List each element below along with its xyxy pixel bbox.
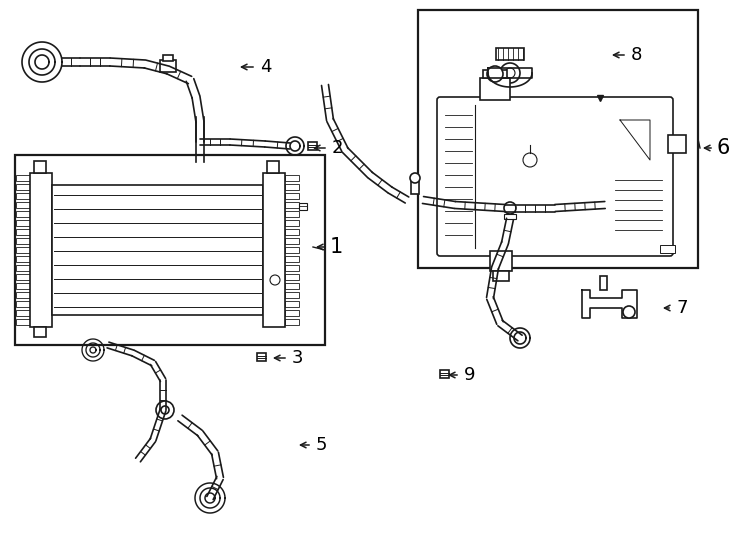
- Bar: [493, 271, 509, 281]
- Bar: [285, 283, 299, 289]
- Circle shape: [156, 401, 174, 419]
- Bar: [660, 245, 675, 253]
- Bar: [285, 256, 299, 262]
- Circle shape: [487, 66, 503, 82]
- Bar: [16, 292, 30, 298]
- Text: 7: 7: [676, 299, 688, 317]
- Text: 2: 2: [332, 139, 344, 157]
- Text: 8: 8: [631, 46, 642, 64]
- Circle shape: [270, 275, 280, 285]
- Text: 1: 1: [330, 237, 344, 257]
- Bar: [285, 202, 299, 208]
- Bar: [257, 353, 266, 361]
- Bar: [285, 292, 299, 298]
- Bar: [16, 265, 30, 271]
- Circle shape: [161, 406, 169, 414]
- Circle shape: [504, 202, 516, 214]
- Bar: [285, 229, 299, 235]
- Bar: [600, 276, 607, 290]
- Bar: [285, 238, 299, 244]
- FancyBboxPatch shape: [437, 97, 673, 256]
- Bar: [16, 211, 30, 217]
- Text: 3: 3: [292, 349, 303, 367]
- Bar: [267, 161, 279, 173]
- Circle shape: [500, 63, 520, 83]
- Bar: [285, 274, 299, 280]
- Bar: [16, 256, 30, 262]
- Bar: [483, 70, 507, 78]
- Bar: [16, 274, 30, 280]
- Bar: [16, 184, 30, 190]
- Bar: [285, 265, 299, 271]
- Bar: [285, 310, 299, 316]
- Bar: [285, 193, 299, 199]
- Bar: [285, 175, 299, 181]
- Bar: [16, 247, 30, 253]
- Bar: [418, 10, 698, 268]
- Bar: [504, 214, 516, 219]
- Bar: [34, 161, 46, 173]
- Text: 4: 4: [260, 58, 272, 76]
- Text: 9: 9: [464, 366, 476, 384]
- Bar: [52, 185, 263, 315]
- Bar: [285, 247, 299, 253]
- Circle shape: [410, 173, 420, 183]
- Bar: [285, 301, 299, 307]
- Bar: [668, 135, 686, 153]
- Bar: [496, 48, 524, 60]
- Bar: [15, 155, 325, 345]
- Bar: [30, 173, 52, 327]
- Bar: [263, 173, 285, 327]
- Bar: [16, 283, 30, 289]
- Circle shape: [623, 306, 635, 318]
- Bar: [285, 220, 299, 226]
- Bar: [16, 229, 30, 235]
- Bar: [16, 220, 30, 226]
- Bar: [308, 142, 317, 150]
- Text: 6: 6: [716, 138, 730, 158]
- Polygon shape: [582, 290, 637, 318]
- Bar: [285, 184, 299, 190]
- Circle shape: [505, 68, 515, 78]
- Bar: [34, 327, 46, 337]
- Bar: [440, 370, 449, 378]
- Bar: [160, 60, 176, 72]
- Circle shape: [523, 153, 537, 167]
- Bar: [411, 180, 419, 194]
- Bar: [285, 211, 299, 217]
- Text: 5: 5: [316, 436, 327, 454]
- Bar: [480, 78, 510, 100]
- Bar: [16, 301, 30, 307]
- Bar: [16, 310, 30, 316]
- Bar: [16, 202, 30, 208]
- Bar: [163, 55, 173, 61]
- Bar: [299, 203, 307, 210]
- Bar: [16, 238, 30, 244]
- Bar: [16, 175, 30, 181]
- Bar: [16, 319, 30, 325]
- Bar: [16, 193, 30, 199]
- Bar: [285, 319, 299, 325]
- Bar: [490, 251, 512, 271]
